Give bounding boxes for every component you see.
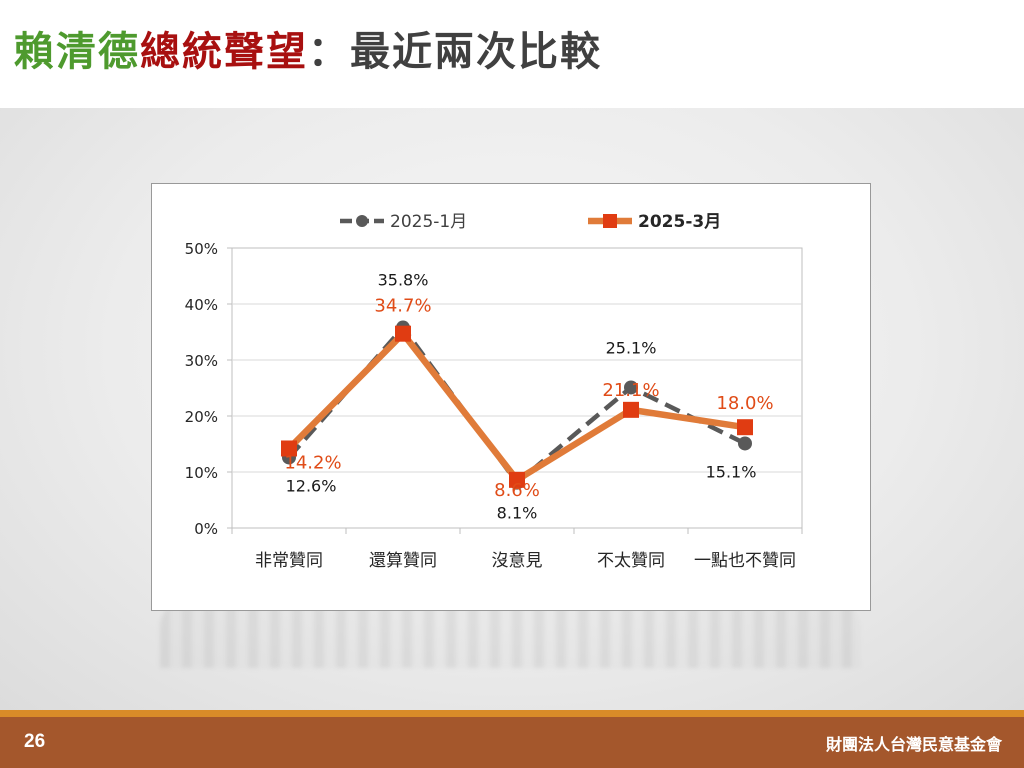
series-point-2025-1 — [738, 436, 752, 451]
plot-area-frame — [231, 247, 803, 529]
series-point-2025-3 — [395, 325, 411, 342]
x-category-label: 不太贊同 — [597, 551, 665, 571]
data-label-2025-1: 15.1% — [706, 462, 757, 481]
x-category-label: 沒意見 — [492, 551, 543, 571]
series-line-2025-1 — [287, 323, 746, 486]
y-tick-label: 0% — [194, 520, 218, 538]
legend-marker-2025-1 — [356, 215, 368, 227]
series-point-2025-3 — [737, 419, 753, 436]
y-tick-label: 10% — [185, 464, 218, 482]
data-label-2025-3: 21.1% — [602, 380, 659, 401]
page-number: 26 — [24, 731, 46, 752]
series-point-2025-3 — [281, 440, 297, 457]
legend-marker-2025-3 — [603, 214, 617, 228]
footer-bar: 26 財團法人台灣民意基金會 — [0, 717, 1024, 768]
data-label-2025-3: 18.0% — [716, 393, 773, 414]
data-label-2025-1: 8.1% — [497, 504, 538, 523]
data-label-2025-3: 34.7% — [374, 296, 431, 317]
y-tick-label: 20% — [185, 408, 218, 426]
line-chart: 0% 10% 20% 30% 40% 50% 非常贊同 還算贊同 沒意見 不太贊同 一點也不贊同 12… — [185, 212, 803, 571]
series-point-2025-3 — [509, 471, 525, 488]
y-tick-label: 50% — [185, 240, 218, 258]
series-point-2025-1 — [624, 380, 638, 395]
data-label-2025-1: 25.1% — [606, 338, 657, 357]
series-line-2025-3 — [286, 330, 746, 484]
y-tick-label: 40% — [185, 296, 218, 314]
data-label-2025-3: 8.6% — [494, 480, 540, 501]
footer-accent-line — [0, 710, 1024, 717]
x-category-label: 非常贊同 — [255, 551, 323, 571]
data-label-2025-3: 14.2% — [284, 452, 341, 473]
data-label-2025-1: 12.6% — [286, 476, 337, 495]
organization-name: 財團法人台灣民意基金會 — [825, 735, 1002, 754]
x-category-label: 還算贊同 — [369, 551, 437, 571]
legend-label-2025-1: 2025-1月 — [390, 212, 467, 232]
y-tick-label: 30% — [185, 352, 218, 370]
page-title: 賴清德總統聲望：最近兩次比較 — [14, 22, 602, 82]
x-category-label: 一點也不贊同 — [694, 551, 796, 571]
chart-container: 0% 10% 20% 30% 40% 50% 非常贊同 還算贊同 沒意見 不太贊同 一點也不贊同 12… — [151, 183, 871, 611]
title-part-subject: 總統聲望 — [140, 29, 308, 75]
legend-label-2025-3: 2025-3月 — [638, 212, 721, 232]
series-point-2025-3 — [623, 401, 639, 418]
data-label-2025-1: 35.8% — [378, 271, 429, 290]
title-part-name: 賴清德 — [14, 29, 140, 75]
title-part-rest: ：最近兩次比較 — [308, 29, 602, 75]
